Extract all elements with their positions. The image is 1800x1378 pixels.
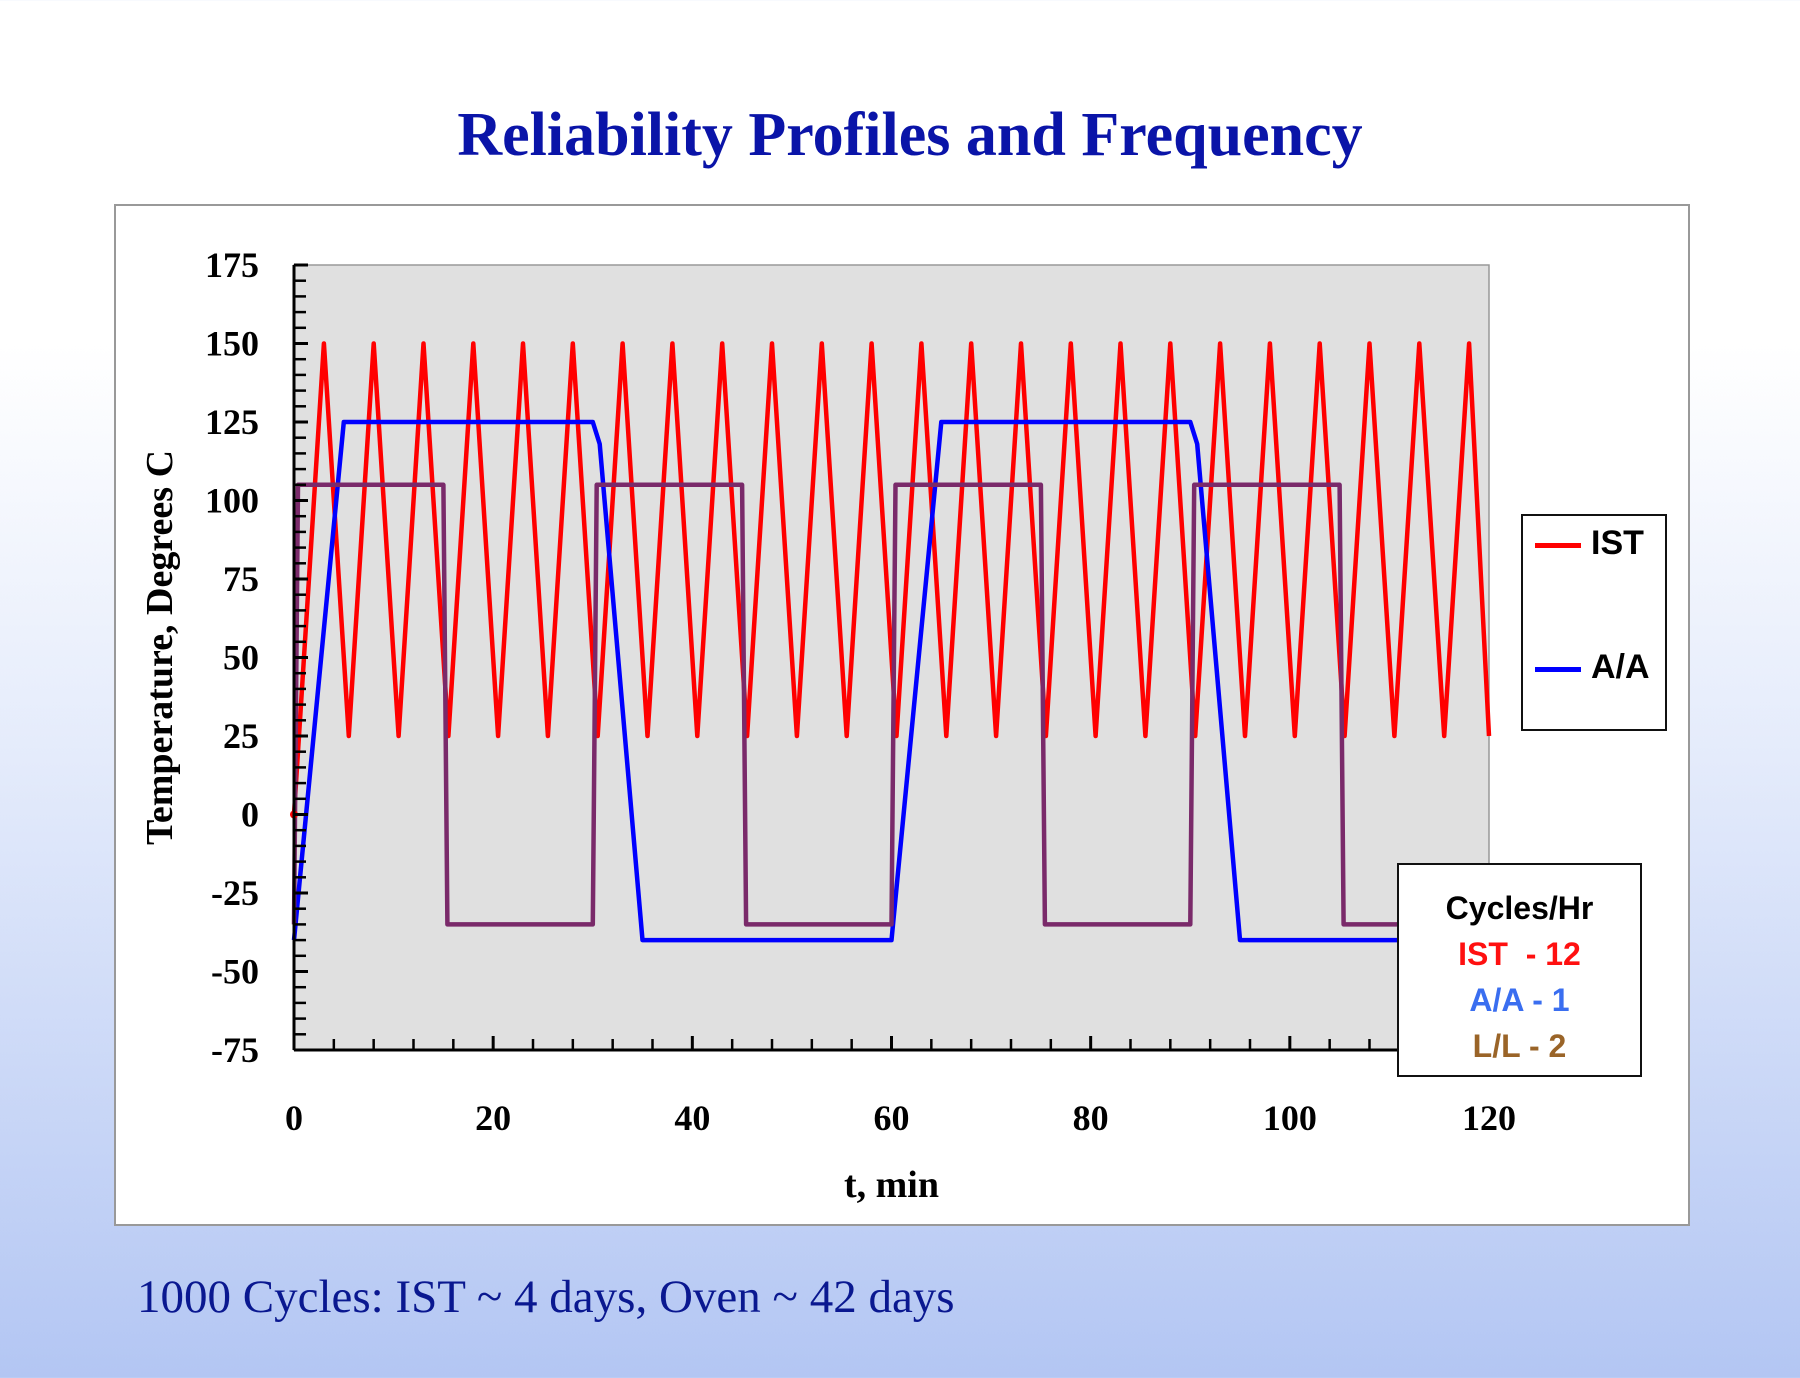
- y-axis-label: Temperature, Degrees C: [139, 450, 181, 845]
- y-tick-label: 75: [223, 559, 259, 599]
- y-tick-label: 125: [205, 402, 259, 442]
- legend-item-ist: IST: [1535, 524, 1644, 563]
- x-tick-label: 100: [1263, 1098, 1317, 1138]
- legend-label: A/A: [1591, 648, 1650, 686]
- x-axis-label: t, min: [844, 1164, 939, 1206]
- x-tick-label: 20: [475, 1098, 511, 1138]
- x-tick-label: 0: [285, 1098, 303, 1138]
- annotation-ist: IST - 12: [1458, 936, 1581, 972]
- y-tick-label: 175: [205, 245, 259, 285]
- x-tick-label: 120: [1462, 1098, 1516, 1138]
- series-line-ist: [291, 341, 1492, 815]
- series-line-aa: [291, 419, 1489, 943]
- y-tick-label: -50: [211, 952, 259, 992]
- legend-item-aa: A/A: [1535, 648, 1650, 687]
- x-tick-label: 40: [674, 1098, 710, 1138]
- y-tick-label: 100: [205, 481, 259, 521]
- y-tick-label: 150: [205, 324, 259, 364]
- annotation-aa: A/A - 1: [1469, 982, 1570, 1018]
- cycles-annotation: Cycles/Hr IST - 12 A/A - 1 L/L - 2: [1397, 863, 1642, 1077]
- y-tick-label: 0: [241, 795, 259, 835]
- legend-swatch: [1535, 666, 1581, 672]
- legend: IST A/A: [1521, 514, 1667, 731]
- series-line-ll: [291, 482, 1489, 927]
- y-tick-label: -25: [211, 873, 259, 913]
- legend-label: IST: [1591, 524, 1644, 562]
- x-tick-label: 60: [874, 1098, 910, 1138]
- page-title: Reliability Profiles and Frequency: [457, 101, 1363, 169]
- footnote: 1000 Cycles: IST ~ 4 days, Oven ~ 42 day…: [137, 1271, 955, 1323]
- legend-swatch: [1535, 542, 1581, 548]
- x-tick-label: 80: [1073, 1098, 1109, 1138]
- y-tick-label: 25: [223, 716, 259, 756]
- y-tick-label: -75: [211, 1030, 259, 1070]
- annotation-ll: L/L - 2: [1472, 1028, 1567, 1064]
- annotation-heading: Cycles/Hr: [1445, 890, 1594, 926]
- y-tick-label: 50: [223, 638, 259, 678]
